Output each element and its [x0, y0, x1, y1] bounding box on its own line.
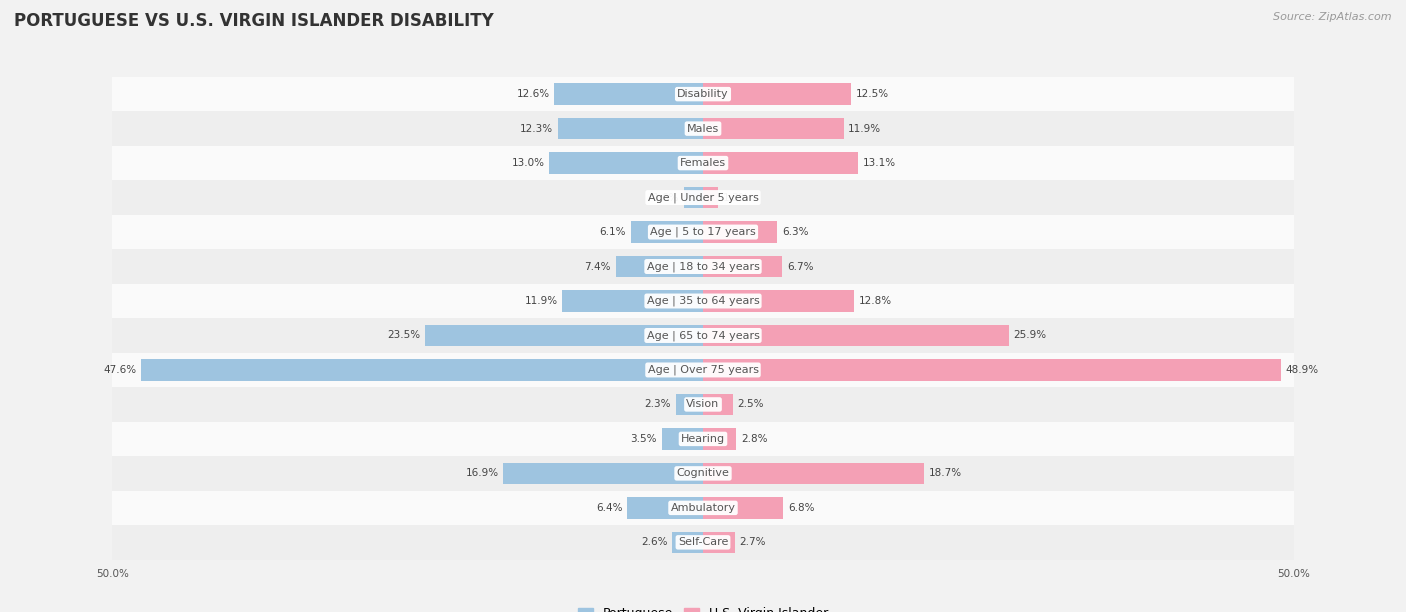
Text: 3.5%: 3.5%: [630, 434, 657, 444]
Bar: [112, 146, 1294, 181]
Text: Disability: Disability: [678, 89, 728, 99]
Bar: [627, 497, 703, 518]
Text: 1.3%: 1.3%: [723, 193, 749, 203]
Bar: [112, 318, 1294, 353]
Bar: [550, 152, 703, 174]
Text: 6.1%: 6.1%: [600, 227, 626, 237]
Text: Cognitive: Cognitive: [676, 468, 730, 479]
Bar: [662, 428, 703, 450]
Text: 6.7%: 6.7%: [787, 261, 813, 272]
Text: PORTUGUESE VS U.S. VIRGIN ISLANDER DISABILITY: PORTUGUESE VS U.S. VIRGIN ISLANDER DISAB…: [14, 12, 494, 30]
Text: Age | Over 75 years: Age | Over 75 years: [648, 365, 758, 375]
Text: Males: Males: [688, 124, 718, 133]
Text: Age | 65 to 74 years: Age | 65 to 74 years: [647, 330, 759, 341]
Text: 2.5%: 2.5%: [737, 400, 763, 409]
Text: 13.0%: 13.0%: [512, 158, 544, 168]
Bar: [112, 77, 1294, 111]
Bar: [554, 83, 703, 105]
Bar: [703, 497, 783, 518]
Bar: [672, 532, 703, 553]
Text: 2.8%: 2.8%: [741, 434, 768, 444]
Text: 47.6%: 47.6%: [103, 365, 136, 375]
Bar: [112, 387, 1294, 422]
Text: 18.7%: 18.7%: [928, 468, 962, 479]
Bar: [703, 187, 718, 208]
Text: 16.9%: 16.9%: [465, 468, 499, 479]
Text: 12.3%: 12.3%: [520, 124, 553, 133]
Bar: [141, 359, 703, 381]
Text: 12.5%: 12.5%: [855, 89, 889, 99]
Bar: [703, 428, 737, 450]
Bar: [562, 290, 703, 312]
Text: 2.7%: 2.7%: [740, 537, 766, 547]
Bar: [112, 284, 1294, 318]
Text: 6.4%: 6.4%: [596, 503, 623, 513]
Text: Females: Females: [681, 158, 725, 168]
Bar: [703, 325, 1010, 346]
Text: 1.6%: 1.6%: [652, 193, 679, 203]
Text: 2.3%: 2.3%: [644, 400, 671, 409]
Bar: [616, 256, 703, 277]
Bar: [112, 215, 1294, 249]
Text: Hearing: Hearing: [681, 434, 725, 444]
Bar: [703, 152, 858, 174]
Bar: [703, 463, 924, 484]
Text: 11.9%: 11.9%: [848, 124, 882, 133]
Bar: [703, 83, 851, 105]
Text: 12.6%: 12.6%: [516, 89, 550, 99]
Bar: [112, 491, 1294, 525]
Text: 6.8%: 6.8%: [787, 503, 814, 513]
Bar: [703, 394, 733, 415]
Text: 13.1%: 13.1%: [862, 158, 896, 168]
Bar: [703, 532, 735, 553]
Bar: [112, 456, 1294, 491]
Text: 12.8%: 12.8%: [859, 296, 891, 306]
Bar: [703, 222, 778, 243]
Bar: [558, 118, 703, 140]
Bar: [703, 290, 855, 312]
Bar: [703, 256, 782, 277]
Bar: [426, 325, 703, 346]
Bar: [112, 525, 1294, 559]
Text: Vision: Vision: [686, 400, 720, 409]
Text: 6.3%: 6.3%: [782, 227, 808, 237]
Bar: [631, 222, 703, 243]
Text: 7.4%: 7.4%: [585, 261, 610, 272]
Text: Age | 35 to 64 years: Age | 35 to 64 years: [647, 296, 759, 306]
Text: 48.9%: 48.9%: [1285, 365, 1319, 375]
Text: Age | 5 to 17 years: Age | 5 to 17 years: [650, 227, 756, 237]
Text: Age | 18 to 34 years: Age | 18 to 34 years: [647, 261, 759, 272]
Bar: [703, 359, 1281, 381]
Text: 25.9%: 25.9%: [1014, 330, 1046, 340]
Text: Age | Under 5 years: Age | Under 5 years: [648, 192, 758, 203]
Bar: [112, 422, 1294, 456]
Bar: [676, 394, 703, 415]
Text: 11.9%: 11.9%: [524, 296, 558, 306]
Text: 2.6%: 2.6%: [641, 537, 668, 547]
Text: 23.5%: 23.5%: [388, 330, 420, 340]
Text: Self-Care: Self-Care: [678, 537, 728, 547]
Bar: [112, 111, 1294, 146]
Text: Source: ZipAtlas.com: Source: ZipAtlas.com: [1274, 12, 1392, 22]
Bar: [112, 249, 1294, 284]
Text: Ambulatory: Ambulatory: [671, 503, 735, 513]
Bar: [112, 181, 1294, 215]
Bar: [112, 353, 1294, 387]
Bar: [503, 463, 703, 484]
Bar: [703, 118, 844, 140]
Bar: [685, 187, 703, 208]
Legend: Portuguese, U.S. Virgin Islander: Portuguese, U.S. Virgin Islander: [578, 608, 828, 612]
